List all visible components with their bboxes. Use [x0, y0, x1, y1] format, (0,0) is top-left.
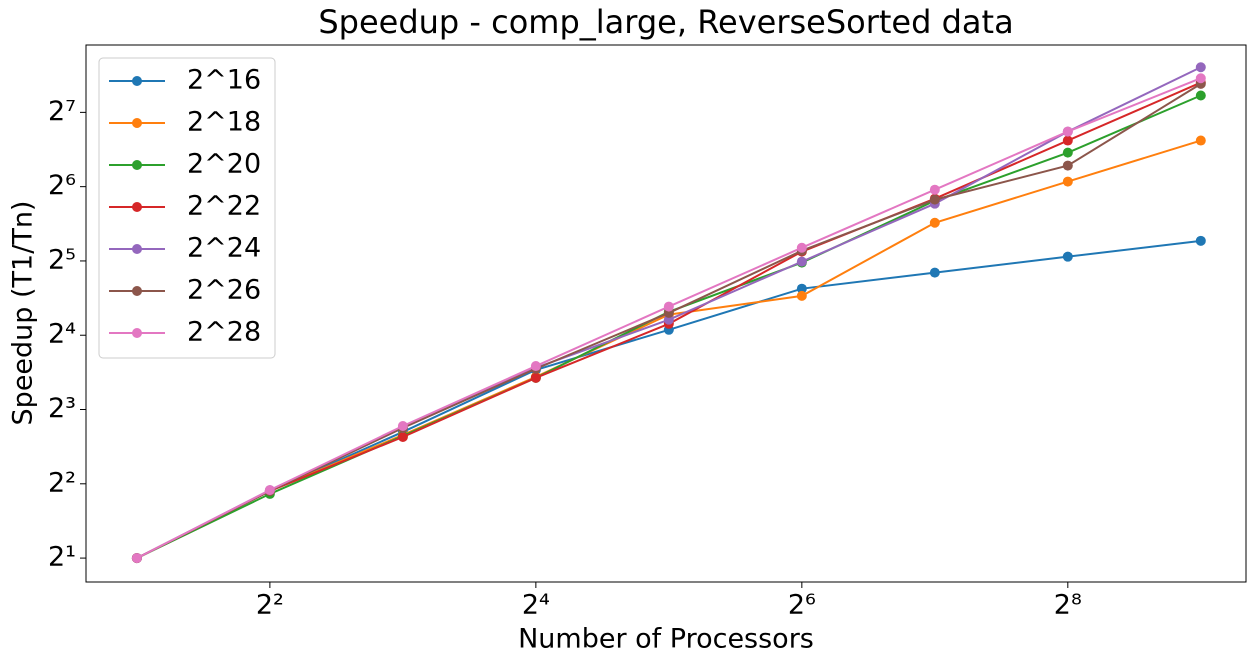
point [796, 242, 807, 253]
series-line [136, 139, 1202, 559]
chart-title: Speedup - comp_large, ReverseSorted data [318, 3, 1013, 41]
x-tick-label: 2⁸ [1054, 590, 1082, 621]
x-tick-label: 2⁴ [522, 590, 550, 621]
legend-box [98, 57, 276, 359]
legend-label: 2^22 [187, 191, 261, 222]
x-tick-label: 2⁶ [788, 590, 816, 621]
point [929, 217, 940, 228]
point [663, 301, 674, 312]
point [397, 432, 408, 443]
point [530, 372, 541, 383]
point [796, 283, 807, 294]
point [1195, 73, 1206, 84]
series-line [136, 239, 1201, 559]
y-tick-label: 2⁷ [48, 96, 76, 127]
legend-label: 2^20 [187, 149, 261, 180]
legend-marker [132, 76, 142, 86]
legend-label: 2^26 [187, 275, 261, 306]
point [1062, 176, 1073, 187]
legend-marker [132, 286, 142, 296]
point [1195, 235, 1206, 246]
point [530, 361, 541, 372]
legend-marker [132, 202, 142, 212]
point [397, 420, 408, 431]
y-tick-label: 2³ [48, 393, 76, 424]
point [929, 194, 940, 205]
point [1195, 135, 1206, 146]
legend-marker [132, 244, 142, 254]
legend-label: 2^24 [187, 233, 261, 264]
point [131, 553, 142, 564]
point [264, 485, 275, 496]
point [1062, 126, 1073, 137]
legend-label: 2^16 [187, 65, 261, 96]
legend-label: 2^18 [187, 107, 261, 138]
point [796, 290, 807, 301]
legend-marker [132, 328, 142, 338]
point [929, 267, 940, 278]
point [1062, 147, 1073, 158]
y-tick-label: 2² [48, 467, 76, 498]
legend-marker [132, 118, 142, 128]
y-axis-label: Speedup (T1/Tn) [8, 201, 39, 426]
point [929, 184, 940, 195]
y-tick-label: 2⁵ [48, 244, 76, 275]
legend-marker [132, 160, 142, 170]
legend-label: 2^28 [187, 317, 261, 348]
point [796, 256, 807, 267]
y-tick-label: 2⁶ [48, 170, 76, 201]
point [1195, 62, 1206, 73]
y-tick-label: 2¹ [48, 542, 76, 573]
y-tick-label: 2⁴ [48, 319, 76, 350]
plot-frame [85, 44, 1247, 583]
point [1062, 251, 1073, 262]
x-axis-label: Number of Processors [518, 624, 814, 655]
point [1195, 90, 1206, 101]
x-tick-label: 2² [256, 590, 284, 621]
point [1062, 160, 1073, 171]
point [1062, 135, 1073, 146]
